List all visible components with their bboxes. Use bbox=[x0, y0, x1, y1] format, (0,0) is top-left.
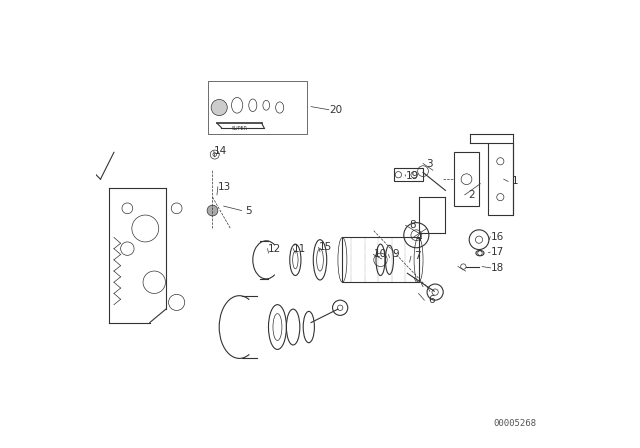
Bar bbox=[342, 237, 419, 282]
Text: 16: 16 bbox=[490, 232, 504, 241]
Text: SUPER: SUPER bbox=[232, 126, 248, 131]
Circle shape bbox=[207, 205, 218, 216]
Bar bbox=[394, 168, 423, 181]
Bar bbox=[208, 81, 307, 134]
Bar bbox=[454, 152, 479, 206]
Text: 6: 6 bbox=[428, 295, 435, 305]
Text: 9: 9 bbox=[392, 250, 399, 259]
Bar bbox=[488, 143, 513, 215]
Text: 12: 12 bbox=[268, 244, 281, 254]
Text: 1: 1 bbox=[511, 177, 518, 186]
Text: 19: 19 bbox=[406, 171, 419, 181]
Text: 2: 2 bbox=[468, 190, 475, 200]
Text: 10: 10 bbox=[374, 250, 387, 259]
Text: 18: 18 bbox=[491, 263, 504, 273]
Text: 8: 8 bbox=[409, 220, 415, 230]
Text: 20: 20 bbox=[329, 105, 342, 115]
Text: 17: 17 bbox=[490, 247, 504, 257]
Text: 3: 3 bbox=[426, 159, 433, 168]
Text: 11: 11 bbox=[293, 244, 307, 254]
Text: 15: 15 bbox=[319, 242, 332, 252]
Text: 13: 13 bbox=[218, 182, 231, 192]
Text: 00005268: 00005268 bbox=[493, 419, 536, 428]
Text: 4: 4 bbox=[415, 233, 422, 243]
Text: 7: 7 bbox=[414, 251, 421, 261]
Text: 5: 5 bbox=[245, 206, 252, 215]
Circle shape bbox=[211, 99, 227, 116]
Text: 14: 14 bbox=[214, 146, 227, 156]
